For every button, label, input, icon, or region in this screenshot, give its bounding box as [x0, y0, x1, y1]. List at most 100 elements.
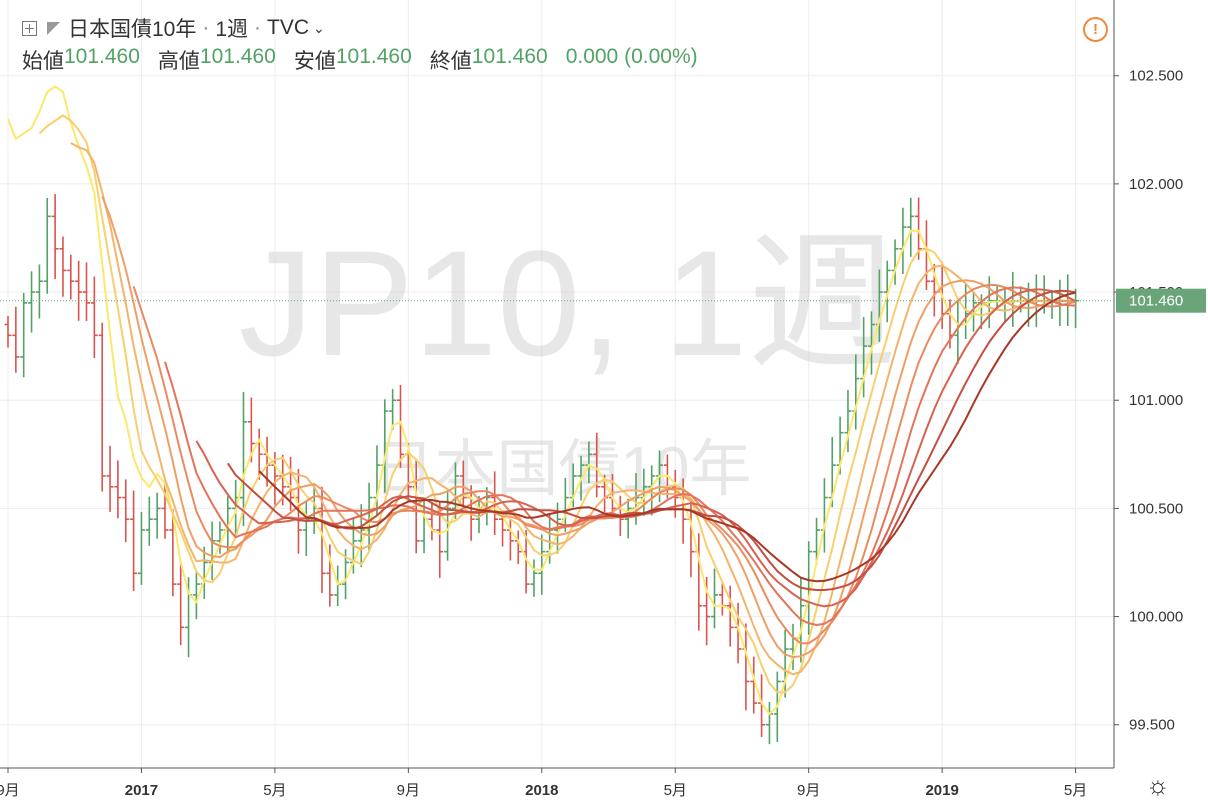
price-bar [247, 397, 255, 463]
ma-line-6 [38, 114, 1076, 694]
moving-averages [7, 85, 1077, 716]
price-bar [169, 509, 177, 597]
price-bar [326, 544, 334, 607]
price-bar [12, 306, 20, 373]
separator-dot: · [202, 16, 210, 39]
price-bar [593, 432, 601, 498]
price-bar [192, 572, 200, 620]
watermark-name: 日本国債10年 [373, 435, 752, 504]
price-bar [145, 496, 153, 546]
price-bar [428, 501, 436, 541]
price-bar [28, 271, 36, 333]
last-price-label: 101.460 [1129, 293, 1183, 310]
price-bar [397, 385, 404, 468]
price-bar [538, 534, 546, 595]
price-bar [530, 559, 538, 597]
price-bar [98, 322, 106, 492]
ohlc-legend: 始値 101.460 高値 101.460 安値 101.460 終値 101.460 … [22, 45, 698, 75]
price-bar [765, 702, 773, 745]
flag-icon[interactable] [47, 21, 60, 35]
x-tick-label: 9月 [797, 782, 820, 799]
price-bar [750, 656, 758, 714]
watermark: JP10, 1週 日本国債10年 [239, 219, 898, 504]
price-bar [726, 585, 734, 647]
y-tick-label: 101.000 [1129, 392, 1183, 409]
price-bar [90, 276, 98, 358]
close-value: 101.460 [471, 45, 548, 68]
price-bar [59, 236, 67, 297]
price-bar [75, 260, 83, 321]
price-bar [711, 568, 718, 629]
price-bar [185, 577, 193, 658]
y-tick-label: 100.000 [1129, 609, 1183, 626]
price-bar [844, 390, 852, 453]
price-bar [208, 521, 216, 581]
price-bar [1048, 291, 1056, 319]
chart-header: 日本国債10年 · 1週 · TVC ⌄ 始値 101.460 高値 101.460… [22, 14, 698, 75]
price-bar [624, 498, 632, 539]
price-bar [177, 561, 185, 646]
price-bar [868, 311, 875, 375]
x-tick-label: 5月 [664, 782, 687, 799]
symbol-name[interactable]: 日本国債10年 [68, 18, 197, 41]
x-tick-label: 2019 [925, 782, 958, 799]
y-tick-label: 100.500 [1129, 500, 1183, 517]
open-value: 101.460 [64, 45, 140, 68]
x-tick-label: 9月 [0, 782, 20, 799]
price-bar [216, 521, 224, 554]
low-value: 101.460 [335, 45, 412, 68]
x-tick-label: 5月 [1064, 782, 1087, 799]
x-tick-label: 5月 [263, 782, 286, 799]
price-bar [813, 517, 821, 565]
price-bar [122, 479, 130, 543]
x-tick-label: 2017 [125, 782, 158, 799]
separator-dot: · [254, 16, 262, 39]
price-bar [1009, 271, 1017, 328]
ma-line-3 [7, 85, 1076, 716]
x-tick-label: 9月 [397, 782, 420, 799]
y-tick-label: 102.000 [1129, 176, 1183, 193]
y-tick-label: 102.500 [1129, 68, 1183, 85]
gear-icon[interactable]: ☼ [1146, 770, 1170, 800]
ma-line-9 [70, 142, 1076, 676]
price-bar [389, 389, 397, 430]
price-bar [1072, 288, 1080, 329]
last-price-tag [1116, 288, 1206, 313]
alert-icon[interactable]: ! [1083, 17, 1108, 42]
price-bar [114, 460, 122, 519]
y-tick-label: 99.500 [1129, 717, 1175, 734]
price-bar [883, 260, 891, 323]
high-value: 101.460 [199, 45, 276, 68]
symbol-title-row: 日本国債10年 · 1週 · TVC ⌄ [22, 14, 698, 42]
price-bar [153, 492, 161, 539]
exchange-label[interactable]: TVC [267, 16, 310, 39]
price-bar [51, 194, 59, 279]
price-bar [240, 391, 247, 527]
price-bar [742, 623, 750, 711]
price-bar [4, 315, 12, 348]
price-bar [334, 565, 342, 607]
plus-box-icon[interactable] [22, 20, 37, 36]
ma-line-15 [132, 283, 1076, 645]
chevron-down-icon[interactable]: ⌄ [313, 19, 325, 36]
price-bar [302, 500, 310, 556]
price-bar [83, 262, 90, 321]
price-bar [35, 264, 43, 319]
watermark-symbol: JP10, 1週 [239, 219, 898, 387]
price-bar [43, 197, 51, 294]
open-label: 始値 [22, 50, 64, 73]
change-value: 0.000 (0.00%) [565, 45, 698, 68]
ma-line-24 [226, 289, 1076, 591]
price-bar [130, 490, 138, 592]
interval-label[interactable]: 1週 [215, 18, 249, 41]
price-bar [67, 254, 75, 300]
price-bar [20, 292, 28, 378]
high-label: 高値 [157, 50, 200, 73]
price-bar [318, 486, 326, 594]
ma-line-27 [258, 291, 1076, 583]
x-tick-label: 2018 [525, 782, 558, 799]
price-bar [915, 197, 923, 260]
